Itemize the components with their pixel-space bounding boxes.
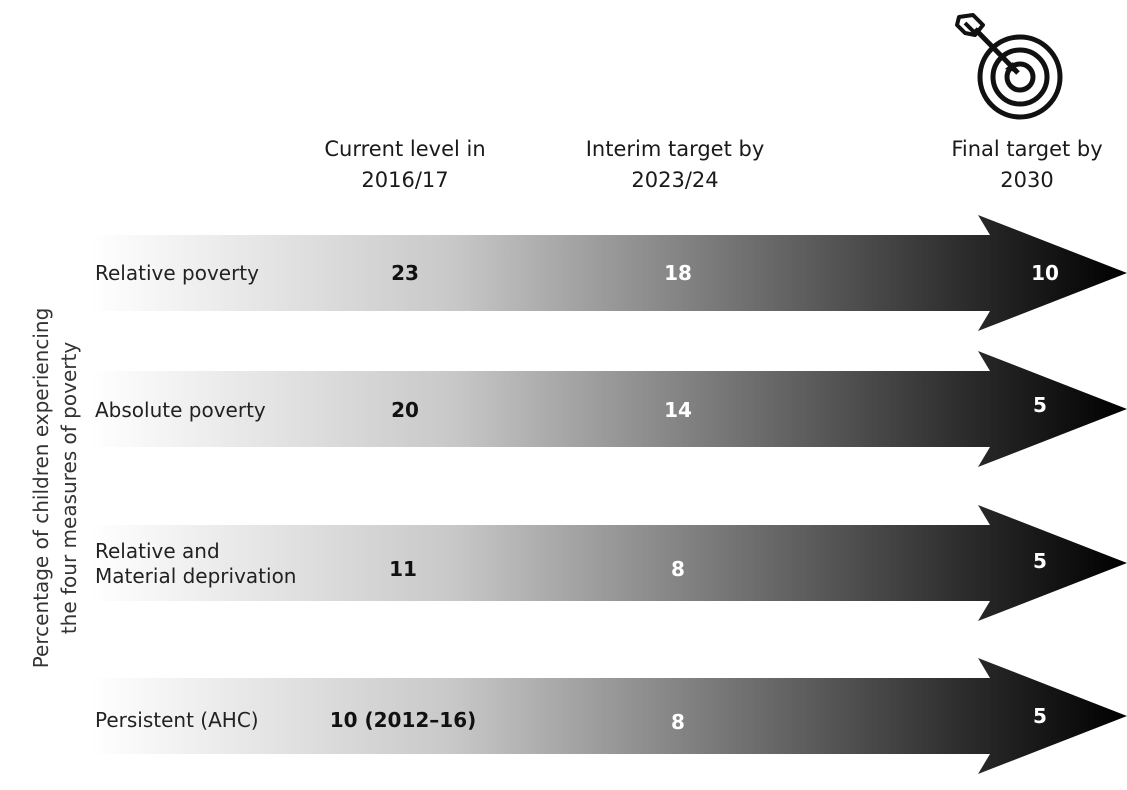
poverty-measure-row: Relative poverty 23 18 10 [0,207,1127,347]
gradient-arrow [90,505,1127,621]
gradient-arrow [90,351,1127,467]
header-line: Interim target by [585,137,765,161]
poverty-measure-row: Relative and Material deprivation 11 8 5 [0,497,1127,637]
header-line: 2030 [1000,168,1054,192]
current-value: 11 [389,557,417,581]
poverty-measure-row: Persistent (AHC) 10 (2012–16) 8 5 [0,650,1127,790]
row-label: Persistent (AHC) [95,708,259,733]
interim-value: 14 [664,398,692,422]
row-label: Absolute poverty [95,398,266,423]
gradient-arrow [90,658,1127,774]
column-header-interim-target: Interim target by 2023/24 [558,134,792,196]
interim-value: 8 [671,710,685,734]
row-label-line: Persistent (AHC) [95,708,259,732]
header-line: 2023/24 [631,168,719,192]
interim-value: 8 [671,557,685,581]
row-label: Relative and Material deprivation [95,539,296,589]
gradient-arrow [90,215,1127,331]
row-label-line: Relative and [95,539,220,563]
interim-value: 18 [664,261,692,285]
row-label-line: Material deprivation [95,564,297,588]
current-value: 10 (2012–16) [329,708,477,732]
header-line: 2016/17 [361,168,449,192]
header-line: Final target by [951,137,1103,161]
current-value: 23 [391,261,419,285]
header-line: Current level in [324,137,486,161]
row-label: Relative poverty [95,261,259,286]
final-value: 5 [1033,393,1047,417]
row-label-line: Absolute poverty [95,398,266,422]
column-header-final-target: Final target by 2030 [922,134,1127,196]
final-value: 5 [1033,704,1047,728]
final-value: 5 [1033,549,1047,573]
column-header-current-level: Current level in 2016/17 [295,134,515,196]
current-value: 20 [391,398,419,422]
target-with-arrow-icon [955,13,1063,120]
row-label-line: Relative poverty [95,261,259,285]
poverty-measure-row: Absolute poverty 20 14 5 [0,343,1127,483]
final-value: 10 [1031,261,1059,285]
